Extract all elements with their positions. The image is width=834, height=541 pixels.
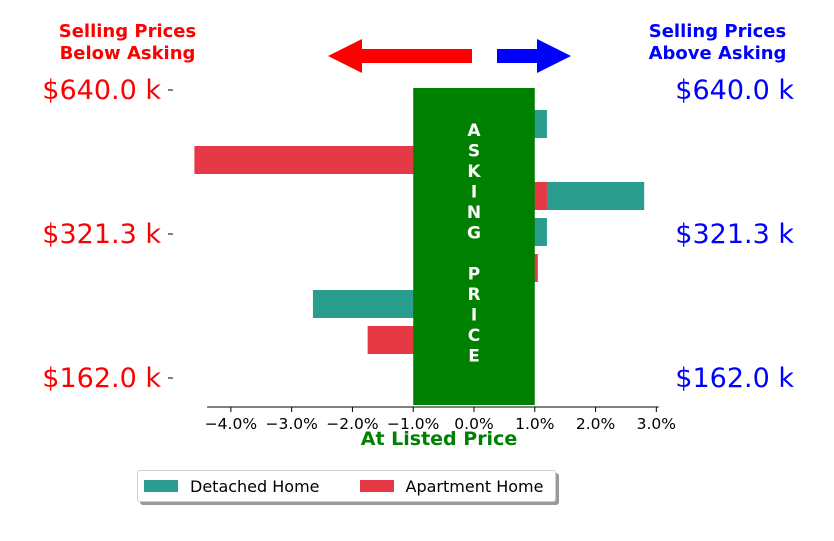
x-axis-label: At Listed Price (361, 428, 517, 450)
band-letter-8: R (467, 285, 480, 305)
direction-arrows (328, 39, 571, 73)
x-tick-label-7: 3.0% (637, 415, 676, 433)
band-letter-0: A (467, 121, 481, 141)
band-letter-4: N (467, 203, 481, 223)
legend-label-detached: Detached Home (190, 476, 320, 496)
x-tick-label-6: 2.0% (576, 415, 615, 433)
below-asking-line2: Below Asking (59, 43, 196, 64)
x-tick-label-0: −4.0% (205, 415, 257, 433)
asking-price-band (413, 88, 535, 405)
x-tick-label-1: −3.0% (265, 415, 317, 433)
y-tick-label-right-1: $321.3 k (675, 219, 794, 250)
above-asking-line1: Selling Prices (648, 21, 787, 42)
x-tick-label-3: −1.0% (387, 415, 439, 433)
legend-label-apartment: Apartment Home (405, 476, 544, 496)
band-letter-7: P (468, 265, 480, 285)
y-tick-label-left-1: $321.3 k (42, 219, 161, 250)
right-arrow-icon (497, 39, 571, 73)
above-asking-heading: Selling Prices Above Asking (630, 21, 805, 65)
below-asking-heading: Selling Prices Below Asking (40, 21, 215, 65)
legend: Detached Home Apartment Home (137, 470, 556, 502)
band-letter-9: I (471, 306, 477, 326)
y-tick-label-left-0: $640.0 k (42, 75, 161, 106)
y-tick-label-left-2: $162.0 k (42, 363, 161, 394)
band-letter-11: E (468, 347, 480, 367)
x-tick-label-2: −2.0% (326, 415, 378, 433)
band-letter-3: I (471, 183, 477, 203)
axes-group: −4.0% −3.0% −2.0% −1.0% 0.0% 1.0% 2.0% 3.0% At L… (42, 75, 794, 450)
y-tick-label-right-0: $640.0 k (675, 75, 794, 106)
band-letter-5: G (467, 224, 481, 244)
y-tick-label-right-2: $162.0 k (675, 363, 794, 394)
legend-item-detached: Detached Home (138, 477, 320, 496)
below-asking-line1: Selling Prices (58, 21, 197, 42)
band-letter-2: K (467, 162, 481, 182)
x-tick-label-5: 1.0% (515, 415, 554, 433)
x-tick-label-4: 0.0% (454, 415, 493, 433)
legend-swatch-apartment (359, 480, 394, 492)
legend-swatch-detached (144, 480, 178, 492)
legend-item-apartment: Apartment Home (354, 476, 544, 496)
left-arrow-icon (328, 39, 472, 73)
band-letter-10: C (468, 326, 480, 346)
above-asking-line2: Above Asking (648, 43, 787, 64)
band-letter-1: S (468, 142, 480, 162)
